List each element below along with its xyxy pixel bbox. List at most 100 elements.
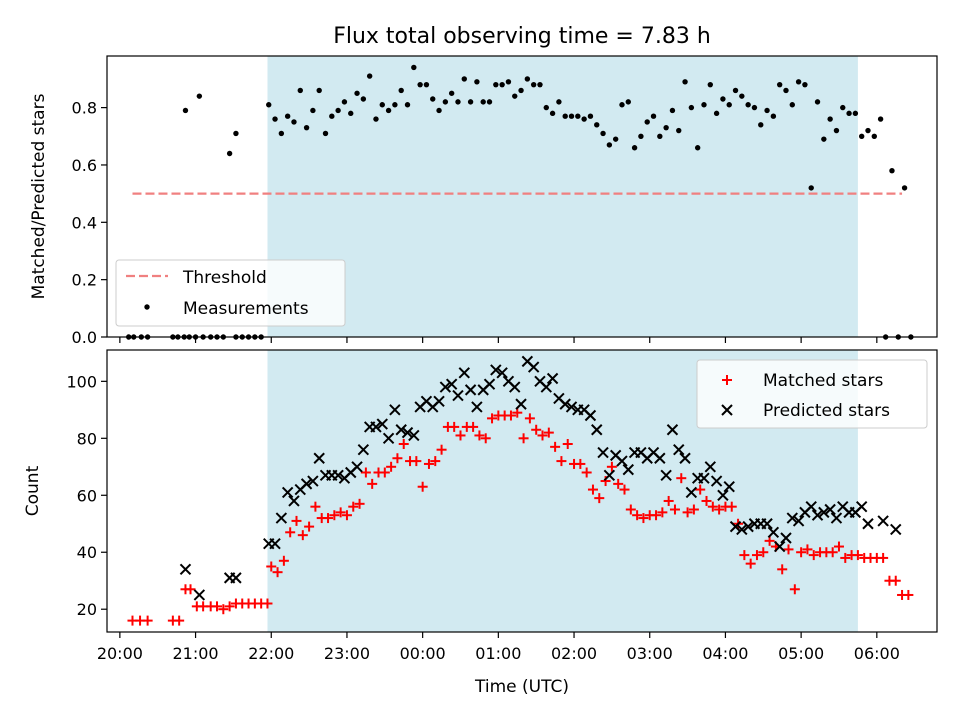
measurement-point bbox=[764, 107, 770, 114]
bottom-ytick-label: 60 bbox=[77, 486, 97, 505]
predicted-star-point bbox=[452, 389, 464, 402]
measurement-point bbox=[802, 81, 808, 88]
predicted-star-point bbox=[855, 500, 868, 513]
x-marker-b bbox=[313, 452, 325, 464]
matched-star-point bbox=[354, 498, 365, 509]
predicted-star-point bbox=[401, 426, 414, 439]
predicted-star-point bbox=[496, 367, 508, 379]
bottom-xtick-label: 23:00 bbox=[324, 644, 370, 663]
measurement-point bbox=[663, 124, 669, 131]
predicted-star-point bbox=[351, 461, 363, 473]
measurement-point bbox=[360, 96, 367, 102]
x-marker-b bbox=[553, 392, 565, 405]
x-marker-b bbox=[818, 506, 830, 519]
measurement-point bbox=[233, 130, 239, 137]
measurement-point bbox=[341, 99, 348, 105]
measurement-point bbox=[530, 81, 537, 88]
x-marker-b bbox=[742, 520, 754, 533]
matched-star-point bbox=[556, 456, 567, 467]
matched-star-point bbox=[695, 484, 706, 495]
matched-star-point bbox=[142, 615, 153, 626]
x-marker-b bbox=[890, 523, 902, 536]
measurement-point bbox=[758, 122, 764, 128]
predicted-star-point bbox=[584, 409, 597, 422]
x-marker-b bbox=[837, 500, 849, 513]
matched-star-point bbox=[329, 510, 340, 521]
x-marker-b bbox=[540, 381, 552, 393]
predicted-star-point bbox=[603, 469, 616, 482]
x-marker-b bbox=[534, 375, 546, 388]
measurement-point bbox=[625, 99, 631, 105]
matched-star-point bbox=[606, 461, 617, 472]
x-marker-b bbox=[281, 486, 294, 499]
bottom-ytick-label: 20 bbox=[77, 600, 97, 619]
measurement-point bbox=[537, 81, 543, 88]
predicted-star-point bbox=[767, 526, 780, 539]
legend-predicted-label: Predicted stars bbox=[763, 401, 890, 421]
matched-star-point bbox=[174, 615, 185, 626]
top-ytick-label: 0.0 bbox=[72, 328, 97, 347]
x-marker-b bbox=[830, 512, 843, 524]
matched-star-point bbox=[411, 456, 422, 467]
x-marker-b bbox=[408, 429, 420, 442]
matched-star-point bbox=[474, 430, 485, 441]
measurement-point bbox=[226, 150, 233, 157]
x-marker-b bbox=[401, 426, 414, 439]
legend-measurements-swatch bbox=[144, 304, 150, 310]
legend-threshold-label: Threshold bbox=[182, 268, 267, 288]
measurement-point bbox=[348, 110, 354, 117]
matched-star-point bbox=[625, 504, 636, 515]
predicted-star-point bbox=[761, 518, 773, 530]
matched-stars-series bbox=[127, 407, 914, 626]
predicted-star-point bbox=[458, 367, 470, 379]
predicted-star-point bbox=[490, 364, 502, 376]
x-marker-b bbox=[660, 469, 672, 482]
predicted-star-point bbox=[811, 509, 824, 521]
predicted-star-point bbox=[546, 372, 559, 385]
measurement-point bbox=[316, 87, 322, 94]
matched-star-point bbox=[386, 461, 397, 472]
matched-star-point bbox=[890, 575, 901, 586]
matched-star-point bbox=[304, 521, 315, 532]
predicted-star-point bbox=[527, 361, 540, 373]
matched-star-point bbox=[594, 493, 605, 504]
measurement-point bbox=[549, 110, 556, 117]
measurement-point bbox=[795, 79, 802, 85]
predicted-star-point bbox=[616, 455, 628, 467]
measurement-point bbox=[707, 81, 713, 88]
x-marker-b bbox=[452, 389, 464, 402]
top-ytick-label: 0.6 bbox=[72, 156, 97, 175]
predicted-star-point bbox=[193, 589, 206, 601]
measurement-point bbox=[840, 104, 846, 111]
measurement-point bbox=[732, 87, 739, 94]
measurement-point bbox=[461, 76, 467, 82]
matched-star-point bbox=[417, 481, 428, 492]
predicted-star-point bbox=[736, 523, 748, 536]
x-marker-b bbox=[780, 532, 792, 544]
measurement-point bbox=[808, 185, 814, 191]
measurement-point bbox=[448, 90, 455, 96]
matched-star-point bbox=[272, 567, 283, 578]
predicted-star-point bbox=[890, 523, 902, 536]
matched-star-point bbox=[764, 535, 775, 546]
bottom-xtick-label: 06:00 bbox=[854, 644, 900, 663]
matched-star-point bbox=[224, 601, 235, 612]
x-marker-b bbox=[515, 398, 527, 410]
x-marker-b bbox=[698, 472, 710, 484]
measurement-point bbox=[524, 76, 531, 82]
measurement-point bbox=[467, 99, 474, 105]
x-marker-b bbox=[269, 537, 281, 550]
measurement-point bbox=[833, 127, 840, 134]
x-marker-b bbox=[622, 463, 634, 476]
matched-star-point bbox=[758, 547, 769, 558]
matched-star-point bbox=[468, 421, 479, 432]
bottom-xtick-label: 04:00 bbox=[702, 644, 748, 663]
x-marker-b bbox=[300, 478, 313, 490]
top-panel: 0.0 0.2 0.4 0.6 0.8 Flux total observing tim… bbox=[29, 24, 938, 347]
matched-star-point bbox=[783, 544, 794, 555]
x-marker-b bbox=[483, 378, 496, 390]
measurement-point bbox=[562, 113, 568, 119]
matched-star-point bbox=[833, 541, 844, 552]
measurement-point bbox=[512, 93, 518, 99]
predicted-star-point bbox=[565, 401, 578, 413]
